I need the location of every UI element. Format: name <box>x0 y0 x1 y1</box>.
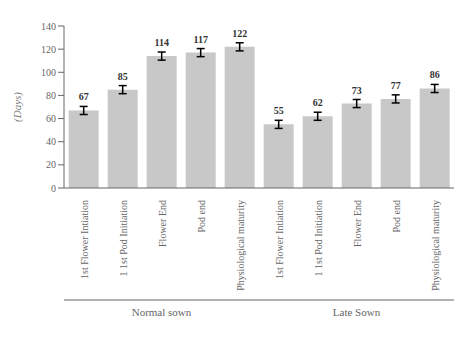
svg-text:1st Flower Intiation: 1st Flower Intiation <box>79 200 90 279</box>
svg-text:Pod end: Pod end <box>391 200 402 233</box>
svg-text:Physiological maturity: Physiological maturity <box>430 200 441 291</box>
svg-text:1 1st Pod Initiation: 1 1st Pod Initiation <box>118 200 129 276</box>
svg-text:Flower End: Flower End <box>157 200 168 247</box>
svg-text:73: 73 <box>352 85 362 96</box>
svg-text:Flower End: Flower End <box>352 200 363 247</box>
svg-text:60: 60 <box>46 113 56 124</box>
svg-text:67: 67 <box>79 91 89 102</box>
svg-text:Physiological maturity: Physiological maturity <box>235 200 246 291</box>
svg-text:1 1st Pod Initiation: 1 1st Pod Initiation <box>313 200 324 276</box>
svg-text:117: 117 <box>193 34 207 45</box>
svg-text:85: 85 <box>118 71 128 82</box>
svg-text:Pod end: Pod end <box>196 200 207 233</box>
svg-text:62: 62 <box>313 97 323 108</box>
svg-text:Normal sown: Normal sown <box>132 306 192 318</box>
svg-text:120: 120 <box>41 44 56 55</box>
svg-text:Late Sown: Late Sown <box>333 306 381 318</box>
svg-text:0: 0 <box>51 183 56 194</box>
svg-text:77: 77 <box>391 80 401 91</box>
svg-text:100: 100 <box>41 67 56 78</box>
svg-text:86: 86 <box>430 69 440 80</box>
svg-text:122: 122 <box>232 28 247 39</box>
svg-text:80: 80 <box>46 90 56 101</box>
svg-text:40: 40 <box>46 136 56 147</box>
svg-text:114: 114 <box>154 37 168 48</box>
svg-text:140: 140 <box>41 21 56 32</box>
svg-text:20: 20 <box>46 159 56 170</box>
svg-text:(Days): (Days) <box>11 92 24 122</box>
svg-text:55: 55 <box>274 105 284 116</box>
svg-text:1st Flower Intiation: 1st Flower Intiation <box>274 200 285 279</box>
